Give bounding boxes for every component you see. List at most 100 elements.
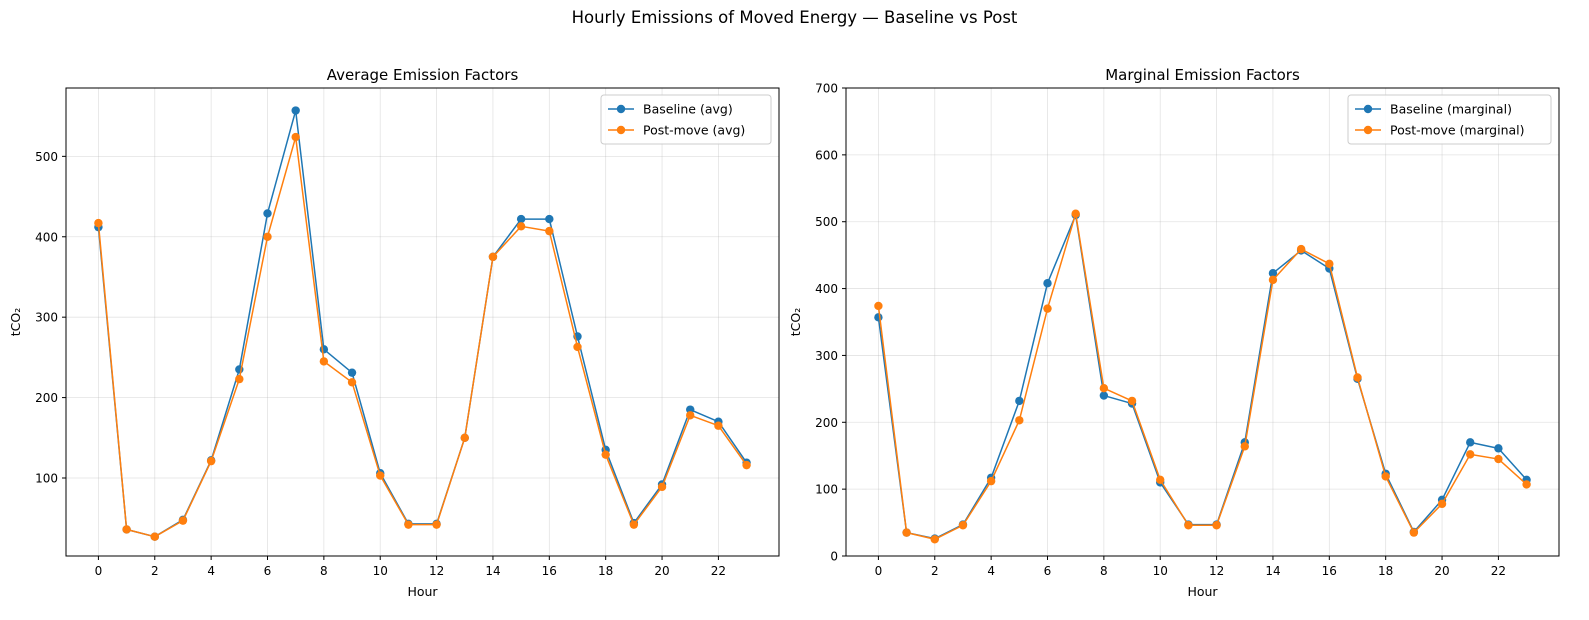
- legend-marker: [616, 125, 626, 135]
- data-point: [1296, 244, 1306, 254]
- grid: [66, 88, 779, 556]
- data-point: [958, 521, 968, 530]
- series-line: [97, 109, 748, 538]
- x-tick-label: 14: [1265, 564, 1280, 578]
- chart-title: Average Emission Factors: [327, 66, 519, 84]
- x-tick-label: 6: [1044, 564, 1052, 578]
- x-tick-label: 10: [373, 564, 388, 578]
- series-baseline: [874, 210, 1531, 543]
- data-point: [1071, 209, 1080, 218]
- data-point: [714, 421, 723, 430]
- legend-entry: Post-move (avg): [608, 123, 745, 138]
- data-point: [657, 482, 667, 492]
- data-point: [347, 368, 357, 377]
- data-point: [1381, 472, 1390, 481]
- data-point: [573, 342, 582, 352]
- y-tick-label: 100: [815, 483, 838, 497]
- data-point: [263, 232, 272, 241]
- legend: Baseline (avg) Post-move (avg): [600, 94, 772, 145]
- x-tick-label: 16: [1322, 564, 1337, 578]
- data-point: [1353, 373, 1362, 382]
- data-point: [1099, 383, 1109, 393]
- data-point: [1212, 521, 1221, 530]
- x-tick-label: 14: [485, 564, 500, 578]
- data-point: [291, 106, 300, 115]
- legend-label: Post-move (marginal): [1390, 123, 1525, 138]
- series-line: [877, 212, 1528, 541]
- figure-suptitle: Hourly Emissions of Moved Energy — Basel…: [572, 8, 1018, 27]
- data-point: [1127, 396, 1137, 406]
- data-point: [1268, 275, 1278, 285]
- x-axis: 0 2 4 6 8 10 12 14 16 18 20 22: [95, 556, 726, 578]
- y-tick-label: 600: [815, 148, 838, 162]
- x-tick-label: 8: [320, 564, 328, 578]
- x-tick-label: 18: [598, 564, 613, 578]
- x-tick-label: 2: [151, 564, 159, 578]
- y-tick-label: 200: [35, 391, 58, 405]
- x-tick-label: 12: [1209, 564, 1224, 578]
- data-point: [874, 301, 883, 311]
- legend-entry: Post-move (marginal): [1355, 123, 1525, 138]
- data-point: [545, 226, 554, 236]
- data-point: [432, 520, 441, 529]
- legend-entry: Baseline (avg): [608, 102, 733, 117]
- y-axis-label: tCO₂: [8, 308, 23, 336]
- x-tick-label: 4: [987, 564, 995, 578]
- legend-marker: [1363, 125, 1373, 135]
- plot-frame: [65, 87, 780, 557]
- data-point: [516, 214, 526, 224]
- y-axis-label: tCO₂: [788, 308, 803, 336]
- series-baseline: [94, 106, 751, 541]
- x-tick-label: 18: [1378, 564, 1393, 578]
- legend-label: Post-move (avg): [643, 123, 745, 138]
- x-tick-label: 22: [1491, 564, 1506, 578]
- data-point: [376, 471, 385, 480]
- data-point: [1015, 396, 1024, 406]
- x-tick-label: 0: [95, 564, 103, 578]
- data-point: [1494, 444, 1503, 453]
- data-point: [545, 214, 554, 224]
- y-tick-label: 500: [815, 215, 838, 229]
- legend-marker: [616, 104, 626, 114]
- data-point: [1466, 450, 1475, 459]
- data-point: [601, 450, 610, 459]
- legend-label: Baseline (avg): [643, 102, 733, 117]
- x-tick-label: 16: [542, 564, 557, 578]
- data-point: [150, 532, 159, 541]
- data-point: [629, 520, 639, 529]
- data-point: [235, 374, 244, 384]
- legend: Baseline (marginal) Post-move (marginal): [1347, 94, 1552, 145]
- data-point: [1466, 438, 1475, 447]
- y-tick-label: 700: [815, 82, 838, 96]
- legend-box: [600, 94, 772, 145]
- data-point: [1099, 391, 1109, 400]
- series-post-move: [94, 132, 751, 541]
- data-point: [1015, 416, 1024, 425]
- data-point: [1184, 521, 1193, 530]
- legend-box: [1347, 94, 1552, 145]
- data-point: [874, 313, 883, 322]
- y-tick-label: 400: [35, 230, 58, 244]
- data-point: [460, 433, 469, 442]
- data-point: [263, 209, 272, 218]
- y-tick-label: 100: [35, 472, 58, 486]
- x-tick-label: 20: [1434, 564, 1449, 578]
- chart-average-emission-factors: 0 2 4 6 8 10 12 14 16 18 20 22 100 200 300 400 500 Averag…: [8, 66, 780, 599]
- y-tick-label: 500: [35, 150, 58, 164]
- data-point: [1409, 528, 1419, 537]
- x-tick-label: 10: [1153, 564, 1168, 578]
- data-point: [1494, 454, 1503, 464]
- data-point: [1325, 259, 1334, 269]
- y-tick-label: 200: [815, 416, 838, 430]
- data-point: [1268, 268, 1278, 278]
- data-point: [94, 218, 103, 228]
- data-point: [347, 378, 357, 387]
- data-point: [1437, 499, 1447, 509]
- x-axis-label: Hour: [407, 584, 438, 599]
- series-post-move: [874, 209, 1531, 544]
- data-point: [1156, 475, 1165, 484]
- y-tick-label: 300: [815, 349, 838, 363]
- data-point: [178, 516, 188, 525]
